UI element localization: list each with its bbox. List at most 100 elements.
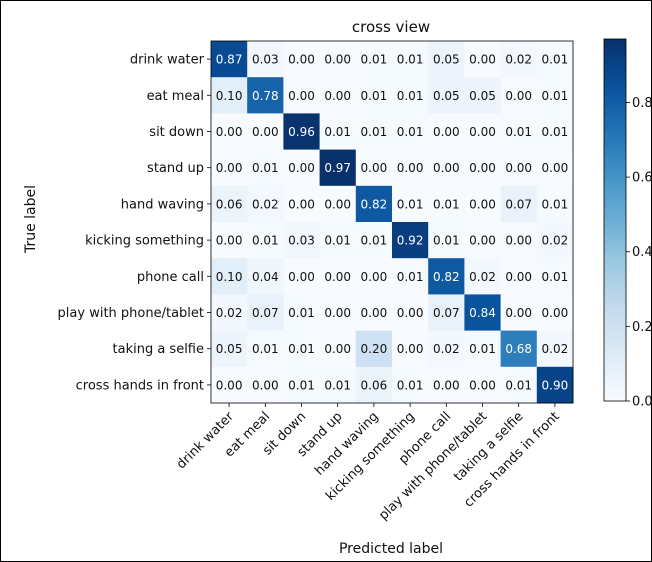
heatmap-cell: [464, 185, 502, 223]
heatmap-cell: [247, 77, 284, 114]
cell-value-label: 0.00: [361, 270, 388, 284]
heatmap-cell: [536, 185, 574, 223]
heatmap-cell: [464, 113, 502, 151]
cell-value-label: 0.02: [542, 234, 569, 248]
heatmap-cell: [283, 294, 321, 332]
heatmap-cell: [464, 77, 502, 114]
y-tick-label: stand up: [147, 161, 204, 176]
heatmap-cell: [211, 41, 248, 78]
cell-value-label: 0.82: [433, 270, 460, 284]
cell-value-label: 0.01: [252, 342, 279, 356]
heatmap-cell: [500, 41, 538, 78]
heatmap-cell: [428, 113, 465, 151]
heatmap-cell: [247, 366, 284, 404]
y-tick-label: drink water: [130, 53, 205, 68]
cell-value-label: 0.00: [542, 306, 569, 320]
heatmap-cell: [464, 41, 502, 78]
cell-value-label: 0.06: [361, 378, 388, 392]
heatmap-cell: [428, 222, 465, 259]
heatmap-cell: [392, 77, 429, 114]
heatmap-cell: [392, 185, 429, 223]
heatmap-cell: [247, 330, 284, 368]
cell-value-label: 0.20: [361, 342, 388, 356]
cell-value-label: 0.01: [397, 197, 424, 211]
heatmap-cell: [428, 77, 465, 114]
heatmap-cell: [355, 294, 393, 332]
heatmap-cell: [211, 294, 248, 332]
cell-value-label: 0.07: [433, 306, 460, 320]
heatmap-cell: [428, 149, 465, 187]
cell-value-label: 0.00: [252, 125, 279, 139]
heatmap-cell: [392, 222, 429, 259]
cell-value-label: 0.00: [288, 89, 315, 103]
cell-value-label: 0.00: [505, 270, 532, 284]
cell-value-label: 0.01: [542, 270, 569, 284]
cell-value-label: 0.00: [216, 125, 243, 139]
cell-value-label: 0.00: [469, 161, 496, 175]
heatmap-cell: [392, 149, 429, 187]
heatmap-cell: [500, 294, 538, 332]
heatmap-cell: [392, 366, 429, 404]
cell-value-label: 0.01: [361, 53, 388, 67]
y-tick-labels: drink water eat meal sit down stand up hand …: [58, 53, 211, 393]
cell-value-label: 0.78: [252, 89, 279, 103]
heatmap-cell: [500, 330, 538, 368]
cell-value-label: 0.01: [288, 378, 315, 392]
heatmap-cell: [283, 113, 321, 151]
cell-value-label: 0.00: [469, 234, 496, 248]
heatmap-cell: [500, 113, 538, 151]
cell-value-label: 0.00: [324, 53, 351, 67]
heatmap-cell: [319, 185, 357, 223]
cell-value-label: 0.01: [397, 270, 424, 284]
cell-value-label: 0.00: [433, 125, 460, 139]
cell-value-label: 0.01: [324, 125, 351, 139]
heatmap-cell: [464, 330, 502, 368]
heatmap-cell: [428, 366, 465, 404]
heatmap-cell: [319, 294, 357, 332]
heatmap-cell: [355, 113, 393, 151]
heatmap-cell: [283, 222, 321, 259]
heatmap-cell: [319, 366, 357, 404]
cell-value-label: 0.01: [397, 53, 424, 67]
heatmap-cell: [464, 222, 502, 259]
heatmap-cell: [211, 222, 248, 259]
cell-value-label: 0.00: [505, 161, 532, 175]
cell-value-label: 0.01: [433, 197, 460, 211]
heatmap-cell: [211, 113, 248, 151]
heatmap-cell: [283, 258, 321, 295]
heatmap-cell: [464, 294, 502, 332]
heatmap-cell: [536, 77, 574, 114]
y-tick-label: phone call: [137, 270, 204, 285]
heatmap-cell: [536, 149, 574, 187]
cell-value-label: 0.00: [252, 378, 279, 392]
heatmap-cell: [536, 113, 574, 151]
cell-value-label: 0.02: [505, 53, 532, 67]
cell-value-label: 0.00: [469, 378, 496, 392]
cell-value-label: 0.00: [469, 53, 496, 67]
cell-value-label: 0.01: [252, 161, 279, 175]
heatmap-cell: [500, 258, 538, 295]
cell-value-label: 0.00: [324, 306, 351, 320]
colorbar-gradient: [603, 38, 627, 402]
cell-value-label: 0.05: [433, 89, 460, 103]
cell-value-label: 0.90: [542, 378, 569, 392]
heatmap-cell: [319, 149, 357, 187]
heatmap-cell: [428, 185, 465, 223]
heatmap-cell: [247, 222, 284, 259]
heatmap-cell: [211, 330, 248, 368]
cell-value-label: 0.02: [469, 270, 496, 284]
heatmap-cell: [536, 366, 574, 404]
heatmap-cell: [319, 222, 357, 259]
cell-value-label: 0.00: [216, 161, 243, 175]
heatmap-cells: 0.87 0.03 0.00 0.00 0.01 0.01 0.05 0.00 0.02 0.01…: [210, 40, 574, 404]
cell-value-label: 0.00: [433, 378, 460, 392]
cell-value-label: 0.05: [216, 342, 243, 356]
heatmap-cell: [247, 113, 284, 151]
cell-value-label: 0.00: [288, 197, 315, 211]
cell-value-label: 0.01: [252, 234, 279, 248]
cell-value-label: 0.01: [324, 378, 351, 392]
heatmap-cell: [500, 77, 538, 114]
